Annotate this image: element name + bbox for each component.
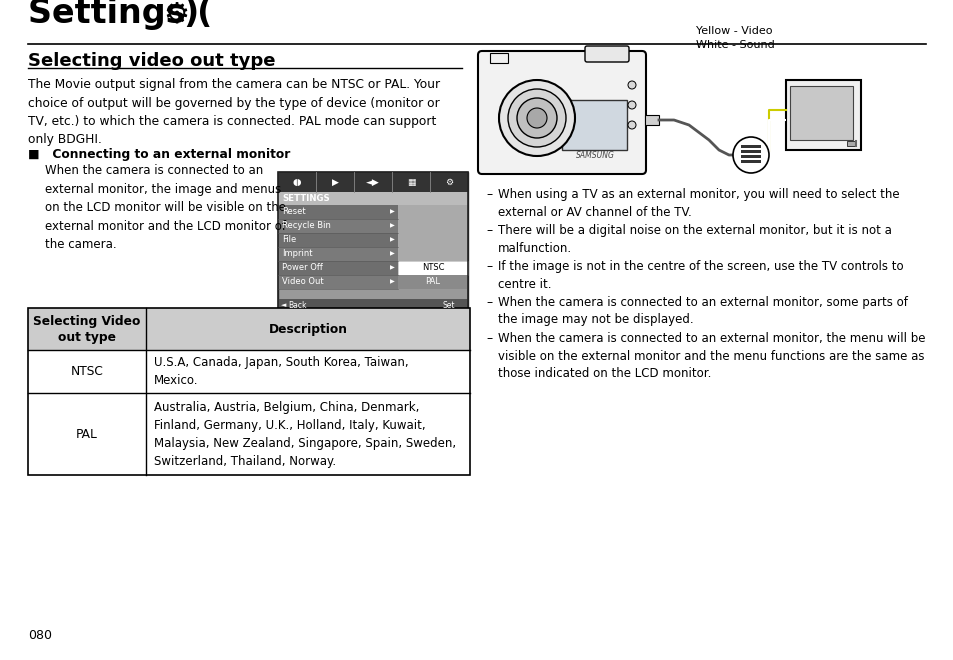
Bar [397,261,468,275]
Text: SAMSUNG: SAMSUNG [575,151,614,160]
Text: ▶: ▶ [389,279,394,284]
Text: ): ) [183,0,198,30]
Text: NTSC: NTSC [71,365,103,378]
Text: ▶: ▶ [389,251,394,257]
Text: The Movie output signal from the camera can be NTSC or PAL. Your
choice of outpu: The Movie output signal from the camera … [28,78,439,147]
Text: Settings (: Settings ( [28,0,213,30]
Text: –: – [485,296,492,309]
Bar [785,80,861,150]
Text: ◄▶: ◄▶ [366,178,379,187]
Text: When the camera is connected to an external monitor, some parts of
the image may: When the camera is connected to an exter… [497,296,907,327]
Bar [740,145,760,148]
Bar [397,205,468,219]
Circle shape [627,81,636,89]
Text: File: File [282,236,296,244]
Bar [277,275,397,289]
Text: Description: Description [268,323,347,335]
Text: When the camera is connected to an external monitor, the menu will be
visible on: When the camera is connected to an exter… [497,332,924,380]
Circle shape [517,98,557,138]
Text: Video Out: Video Out [282,277,323,286]
Text: ▶: ▶ [332,178,338,187]
Text: ◖◗: ◖◗ [292,178,301,187]
Bar [644,115,659,125]
Text: Back: Back [288,301,306,310]
Bar [789,86,852,140]
Text: ▶: ▶ [389,224,394,228]
Text: There will be a digital noise on the external monitor, but it is not a
malfuncti: There will be a digital noise on the ext… [497,224,891,255]
Text: ▶: ▶ [389,209,394,214]
Text: ■   Connecting to an external monitor: ■ Connecting to an external monitor [28,148,290,161]
Text: 080: 080 [28,629,52,642]
Circle shape [507,89,565,147]
Text: ▦: ▦ [406,178,415,187]
Bar [397,233,468,247]
Circle shape [627,101,636,109]
Bar [277,172,468,192]
Text: Selecting video out type: Selecting video out type [28,52,275,70]
Bar [28,308,470,350]
Bar [397,275,468,289]
Text: Imprint: Imprint [282,249,313,259]
Bar [277,172,468,312]
Bar [277,247,397,261]
Text: ⚙: ⚙ [444,178,453,187]
Text: –: – [485,224,492,237]
Bar [277,192,468,205]
Text: Yellow - Video
White - Sound: Yellow - Video White - Sound [696,26,774,50]
Circle shape [732,137,768,173]
Text: Australia, Austria, Belgium, China, Denmark,
Finland, Germany, U.K., Holland, It: Australia, Austria, Belgium, China, Denm… [153,401,456,467]
Bar [490,53,507,63]
Text: ◄: ◄ [281,302,286,308]
Bar [846,141,854,146]
Bar [277,233,397,247]
Bar [740,155,760,158]
Text: –: – [485,332,492,345]
Text: NTSC: NTSC [421,263,444,273]
Bar [397,247,468,261]
Bar [277,205,397,219]
Text: Set: Set [442,301,455,310]
Text: Selecting Video
out type: Selecting Video out type [33,315,140,343]
Bar [740,150,760,153]
Bar [397,219,468,233]
Circle shape [498,80,575,156]
Bar [28,308,470,475]
Bar [561,100,626,150]
Circle shape [526,108,546,128]
Text: ⚙: ⚙ [163,0,189,28]
Text: –: – [485,188,492,201]
Bar [277,172,468,312]
Text: SETTINGS: SETTINGS [282,194,330,203]
Text: –: – [485,260,492,273]
Text: U.S.A, Canada, Japan, South Korea, Taiwan,
Mexico.: U.S.A, Canada, Japan, South Korea, Taiwa… [153,356,408,387]
FancyBboxPatch shape [584,46,628,62]
Text: Reset: Reset [282,207,305,216]
Text: If the image is not in the centre of the screen, use the TV controls to
centre i: If the image is not in the centre of the… [497,260,902,290]
Circle shape [627,121,636,129]
Bar [277,299,468,312]
Text: ▶: ▶ [389,265,394,271]
Text: PAL: PAL [76,428,98,440]
Bar [277,261,397,275]
Bar [740,160,760,163]
Text: PAL: PAL [425,277,440,286]
Text: ▶: ▶ [389,238,394,242]
Text: When the camera is connected to an
external monitor, the image and menus
on the : When the camera is connected to an exter… [45,164,286,251]
Bar [277,219,397,233]
Text: Recycle Bin: Recycle Bin [282,222,331,230]
Text: When using a TV as an external monitor, you will need to select the
external or : When using a TV as an external monitor, … [497,188,899,218]
Text: Power Off: Power Off [282,263,322,273]
FancyBboxPatch shape [477,51,645,174]
